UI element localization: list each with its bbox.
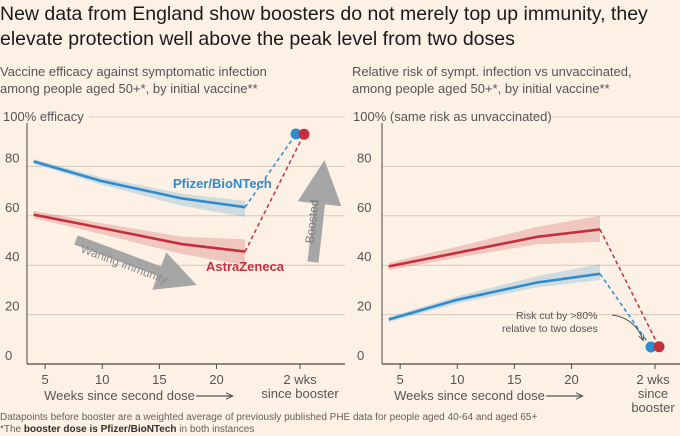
label-astrazeneca-left: AstraZeneca <box>206 259 285 274</box>
headline: New data from England show boosters do n… <box>0 3 648 50</box>
x-tick-booster-right-0: 2 wks <box>636 372 670 387</box>
y-tick-left-0: 0 <box>5 348 12 363</box>
y-top-label-right: 100% (same risk as unvaccinated) <box>353 109 552 124</box>
risk-annotation-line1: Risk cut by >80% <box>516 310 597 322</box>
x-tick-right-10: 10 <box>450 372 464 387</box>
booster-connector-left-pfizer <box>244 133 297 208</box>
subtitle-left-line2: among people aged 50+*, by initial vacci… <box>0 81 258 96</box>
subtitle-right-line2: among people aged 50+*, by initial vacci… <box>352 81 610 96</box>
boosted-label: Boosted <box>302 199 321 244</box>
bands-right <box>388 215 600 322</box>
x-axis-label-left: Weeks since second dose <box>44 388 195 403</box>
booster-point-right-astrazeneca <box>653 341 665 353</box>
risk-annotation-arrow <box>611 314 643 340</box>
gridlines-right <box>381 116 680 365</box>
line-left-astrazeneca <box>33 213 246 253</box>
y-tick-right-20: 20 <box>357 299 371 314</box>
booster-point-left-astrazeneca <box>298 128 310 140</box>
waning-label: Waning immunity <box>79 242 170 287</box>
annotations-right: Risk cut by >80%relative to two doses <box>502 310 643 340</box>
waning-arrow <box>74 235 197 290</box>
gridlines-left <box>26 116 345 365</box>
ticks-right: 0 20 40 60 80 100% (same risk as unvaccinated… <box>353 109 675 415</box>
band-left-astrazeneca <box>33 210 246 266</box>
x-tick-booster-right-1: since <box>638 386 668 401</box>
booster-connector-right-pfizer <box>599 273 652 348</box>
y-tick-right-80: 80 <box>357 150 371 165</box>
line-right-astrazeneca <box>388 228 601 268</box>
x-tick-left-15: 15 <box>152 372 166 387</box>
footnote-booster: *The booster dose is Pfizer/BioNTech in … <box>0 424 680 436</box>
footnote-booster-suffix: in both instances <box>176 424 255 435</box>
y-top-label-left: 100% efficacy <box>3 109 84 124</box>
footnote-booster-prefix: *The <box>0 424 24 435</box>
booster-point-right-pfizer <box>645 341 657 353</box>
x-tick-left-5: 5 <box>42 372 49 387</box>
risk-annotation-line2: relative to two doses <box>502 323 598 335</box>
x-tick-right-5: 5 <box>397 372 404 387</box>
x-tick-booster-left-1: since booster <box>261 386 339 401</box>
x-tick-left-20: 20 <box>209 372 223 387</box>
y-tick-left-80: 80 <box>5 150 19 165</box>
x-tick-left-10: 10 <box>95 372 109 387</box>
x-tick-right-15: 15 <box>507 372 521 387</box>
x-tick-right-20: 20 <box>564 372 578 387</box>
booster-connector-left-astrazeneca <box>244 133 305 252</box>
y-tick-right-60: 60 <box>357 200 371 215</box>
line-left-pfizer <box>33 160 246 209</box>
label-pfizer-left: Pfizer/BioNTech <box>173 176 272 191</box>
chart-right-relative-risk: Relative risk of sympt. infection vs unv… <box>352 64 680 415</box>
x-axis-label-right: Weeks since second dose <box>394 388 545 403</box>
footnote-booster-bold: booster dose is Pfizer/BioNTech <box>23 424 177 435</box>
y-tick-right-40: 40 <box>357 249 371 264</box>
lines-left <box>33 128 310 253</box>
subtitle-left-line1: Vaccine efficacy against symptomatic inf… <box>0 64 267 79</box>
lines-right <box>388 228 665 353</box>
bands-left <box>33 159 246 266</box>
y-tick-left-40: 40 <box>5 249 19 264</box>
chart-left-vaccine-efficacy: Vaccine efficacy against symptomatic inf… <box>0 64 345 403</box>
y-tick-left-60: 60 <box>5 200 19 215</box>
line-right-pfizer <box>388 272 601 321</box>
boosted-arrow <box>297 160 342 263</box>
booster-connector-right-astrazeneca <box>599 229 660 348</box>
band-right-astrazeneca <box>388 215 600 271</box>
x-tick-booster-right-2: booster <box>631 400 675 415</box>
subtitle-right-line1: Relative risk of sympt. infection vs unv… <box>352 64 632 79</box>
y-tick-left-20: 20 <box>5 299 19 314</box>
booster-point-left-pfizer <box>290 128 302 140</box>
ticks-left: 0 20 40 60 80 100% efficacy 5 10 15 20 2 wkssince … <box>3 109 339 403</box>
y-tick-right-0: 0 <box>357 348 364 363</box>
footnote-datapoints: Datapoints before booster are a weighted… <box>0 412 538 423</box>
x-tick-booster-left-0: 2 wks <box>283 372 317 387</box>
